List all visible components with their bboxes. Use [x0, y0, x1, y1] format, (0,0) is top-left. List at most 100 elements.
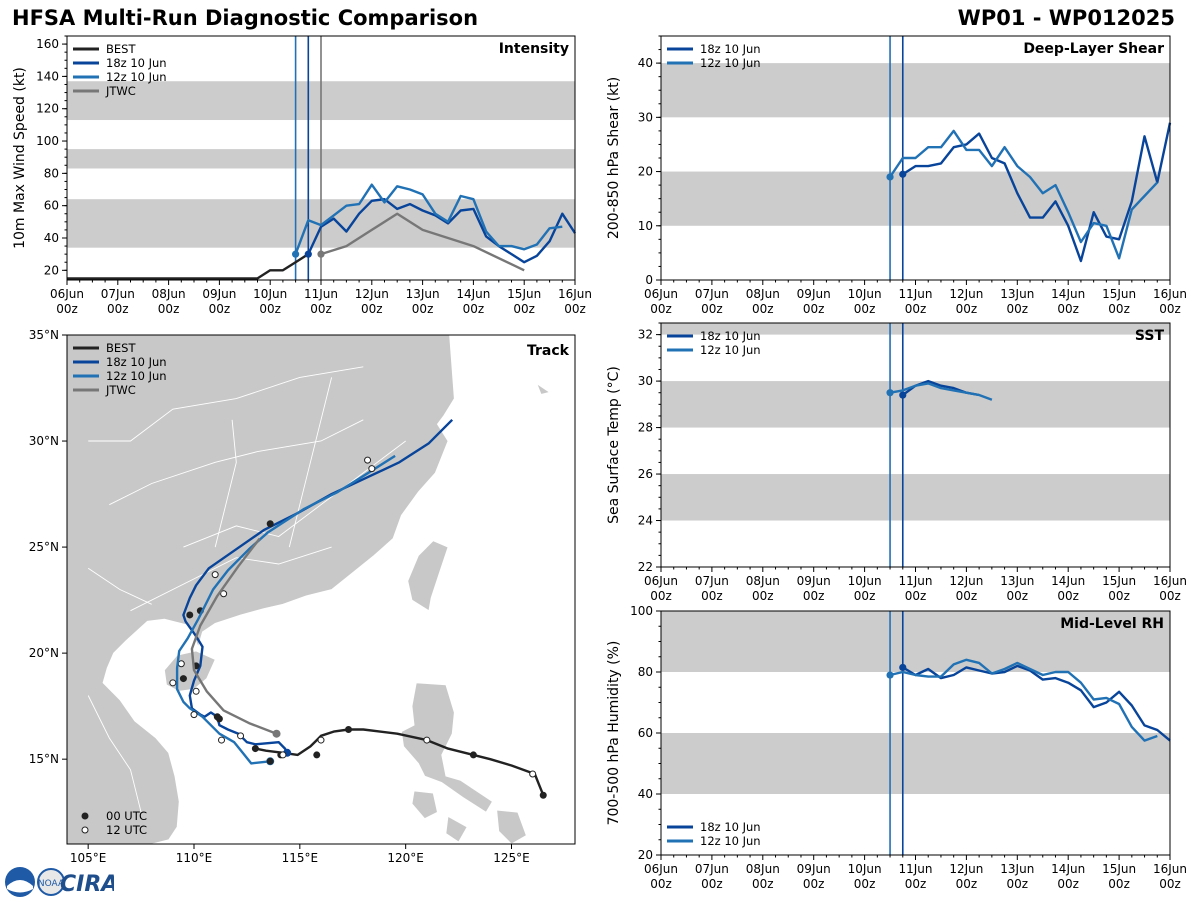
rh-xtick-day: 16Jun [1153, 862, 1187, 876]
intensity-xtick-day: 06Jun [50, 287, 84, 301]
taiwan-island [407, 540, 449, 612]
sst-xtick-day: 12Jun [949, 574, 983, 588]
sst-xtick-hour: 00z [1057, 589, 1079, 603]
shear-ytick-label: 20 [638, 165, 653, 179]
sst-xtick-day: 09Jun [797, 574, 831, 588]
shear-ytick-label: 0 [645, 273, 653, 287]
sst-legend-label: 12z 10 Jun [700, 343, 761, 357]
shear-series-start-marker [899, 170, 907, 178]
sst-xtick-hour: 00z [803, 589, 825, 603]
intensity-xtick-hour: 00z [107, 302, 129, 316]
noaa-text: NOAA [38, 879, 65, 889]
sst-frame [660, 322, 1171, 568]
rh-panel: 2040608010006Jun00z07Jun00z08Jun00z09Jun… [606, 604, 1187, 891]
rh-ytick-label: 60 [638, 726, 653, 740]
sst-ytick-label: 32 [638, 328, 653, 342]
intensity-xtick-day: 16Jun [558, 287, 592, 301]
sst-ytick-label: 28 [638, 421, 653, 435]
figure-title: HFSA Multi-Run Diagnostic Comparison [12, 6, 479, 30]
track-12utc-dot [218, 736, 226, 744]
intensity-xtick-hour: 00z [158, 302, 180, 316]
shear-xtick-hour: 00z [1007, 302, 1029, 316]
shear-xtick-day: 06Jun [644, 287, 678, 301]
rh-legend-label: 12z 10 Jun [700, 834, 761, 848]
sst-ytick-label: 30 [638, 374, 653, 388]
sst-xtick-hour: 00z [752, 589, 774, 603]
rh-series-12z-10-jun [889, 658, 1158, 742]
rh-ytick-label: 20 [638, 848, 653, 862]
track-frame [66, 334, 576, 845]
intensity-xtick-day: 10Jun [253, 287, 287, 301]
shear-xtick-hour: 00z [1159, 302, 1181, 316]
rh-ytick-label: 80 [638, 665, 653, 679]
intensity-xtick-day: 12Jun [355, 287, 389, 301]
rh-xtick-day: 09Jun [797, 862, 831, 876]
intensity-xtick-day: 07Jun [101, 287, 135, 301]
sst-xtick-day: 11Jun [898, 574, 932, 588]
intensity-ytick-label: 40 [44, 231, 59, 245]
rh-xtick-day: 07Jun [695, 862, 729, 876]
shear-xtick-day: 11Jun [898, 287, 932, 301]
rh-xtick-day: 10Jun [848, 862, 882, 876]
shear-series-start-marker [886, 173, 894, 181]
province-border [288, 377, 333, 548]
track-lat-label: 20°N [29, 646, 59, 660]
shear-xtick-day: 12Jun [949, 287, 983, 301]
shear-xtick-day: 10Jun [848, 287, 882, 301]
shear-xtick-day: 09Jun [797, 287, 831, 301]
sst-band [661, 381, 1170, 428]
sst-title: SST [1135, 328, 1165, 344]
intensity-xtick-day: 09Jun [202, 287, 236, 301]
sst-band [661, 323, 1170, 335]
intensity-xtick-day: 15Jun [507, 287, 541, 301]
intensity-xtick-hour: 00z [513, 302, 535, 316]
best-12utc-dot [190, 711, 198, 719]
track-legend-label: JTWC [105, 383, 136, 397]
best-12utc-dot [279, 751, 287, 759]
rh-xtick-hour: 00z [803, 877, 825, 891]
noaa-logo-icon: NOAA CIRA [5, 867, 118, 897]
sst-xtick-hour: 00z [1159, 589, 1181, 603]
sst-xtick-hour: 00z [1007, 589, 1029, 603]
intensity-series-best [67, 253, 309, 280]
track-lon-label: 105°E [70, 851, 107, 865]
shear-xtick-hour: 00z [752, 302, 774, 316]
shear-series-18z-10-jun [902, 122, 1172, 263]
track-12utc-dot [364, 456, 372, 464]
sst-xtick-day: 16Jun [1153, 574, 1187, 588]
shear-xtick-day: 13Jun [1000, 287, 1034, 301]
sst-panel: 22242628303206Jun00z07Jun00z08Jun00z09Ju… [606, 322, 1187, 603]
shear-xtick-hour: 00z [1057, 302, 1079, 316]
rh-xtick-hour: 00z [650, 877, 672, 891]
panay-island [445, 815, 468, 843]
sst-xtick-day: 10Jun [848, 574, 882, 588]
rh-xtick-hour: 00z [701, 877, 723, 891]
best-00utc-dot [539, 791, 547, 799]
intensity-ytick-label: 100 [36, 134, 59, 148]
sst-ytick-label: 26 [638, 467, 653, 481]
intensity-xtick-hour: 00z [463, 302, 485, 316]
rh-xtick-hour: 00z [1007, 877, 1029, 891]
seal-icon [37, 868, 65, 896]
province-border [87, 567, 152, 605]
shear-legend-label: 12z 10 Jun [700, 56, 761, 70]
rh-xtick-day: 12Jun [949, 862, 983, 876]
shear-xtick-hour: 00z [956, 302, 978, 316]
shear-xtick-day: 07Jun [695, 287, 729, 301]
track-lon-label: 120°E [387, 851, 424, 865]
intensity-xtick-day: 14Jun [456, 287, 490, 301]
shear-band [661, 171, 1170, 226]
province-border [87, 695, 142, 813]
rh-xtick-hour: 00z [752, 877, 774, 891]
sst-xtick-hour: 00z [701, 589, 723, 603]
mindoro-island [411, 790, 438, 820]
best-00utc-dot [215, 715, 223, 723]
rh-ylabel: 700-500 hPa Humidity (%) [606, 641, 622, 826]
mainland-asia [67, 335, 455, 844]
intensity-xtick-hour: 00z [412, 302, 434, 316]
track-title: Track [527, 343, 570, 359]
best-00utc-dot [469, 751, 477, 759]
track-lon-label: 125°E [493, 851, 530, 865]
rh-ytick-label: 100 [630, 604, 653, 618]
rh-xtick-hour: 00z [1057, 877, 1079, 891]
